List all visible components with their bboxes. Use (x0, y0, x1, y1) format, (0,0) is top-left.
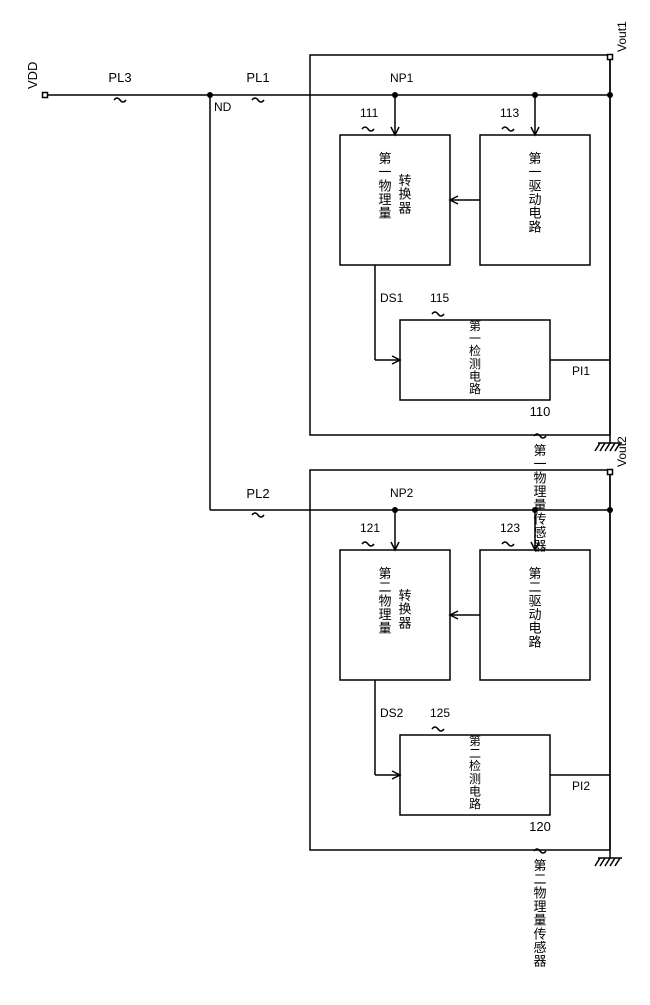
nd-label: ND (214, 100, 232, 114)
circuit-diagram: VDDPL3NDPL1PL2NP1第一物理量转换器111第一驱动电路113第一检… (0, 0, 650, 1000)
pl1-label: PL1 (246, 70, 269, 85)
transducer1-block-ref: 111 (360, 106, 379, 120)
svg-text:第二检测电路: 第二检测电路 (469, 734, 481, 811)
pi2-label: PI2 (572, 779, 590, 793)
sensor2-title: 第二物理量传感器 (533, 858, 546, 969)
detector2-block-ref: 125 (430, 706, 450, 720)
driver1-block-ref: 113 (500, 106, 519, 120)
svg-text:第一检测电路: 第一检测电路 (469, 319, 481, 396)
svg-text:转换器: 转换器 (398, 588, 411, 630)
svg-text:转换器: 转换器 (398, 173, 411, 215)
svg-text:第一物理量: 第一物理量 (378, 151, 391, 221)
svg-text:第二物理量: 第二物理量 (378, 566, 391, 636)
ds1-label: DS1 (380, 291, 404, 305)
transducer2-block-ref: 121 (360, 521, 380, 535)
svg-text:第一驱动电路: 第一驱动电路 (528, 151, 541, 234)
transducer2-block (340, 550, 450, 680)
pi1-label: PI1 (572, 364, 590, 378)
np1-label: NP1 (390, 71, 414, 85)
vout2-label: Vout2 (615, 436, 629, 467)
pl3-label: PL3 (108, 70, 131, 85)
sensor1-box (310, 55, 610, 435)
vout1-label: Vout1 (615, 21, 629, 52)
detector1-block-ref: 115 (430, 291, 449, 305)
transducer1-block (340, 135, 450, 265)
sensor2-box (310, 470, 610, 850)
driver2-block-ref: 123 (500, 521, 520, 535)
ds2-label: DS2 (380, 706, 404, 720)
pl2-label: PL2 (246, 486, 269, 501)
np2-label: NP2 (390, 486, 414, 500)
vdd-label: VDD (25, 62, 40, 89)
sensor2-ref: 120 (529, 819, 551, 834)
sensor1-ref: 110 (530, 404, 551, 419)
svg-text:第二驱动电路: 第二驱动电路 (528, 566, 541, 649)
